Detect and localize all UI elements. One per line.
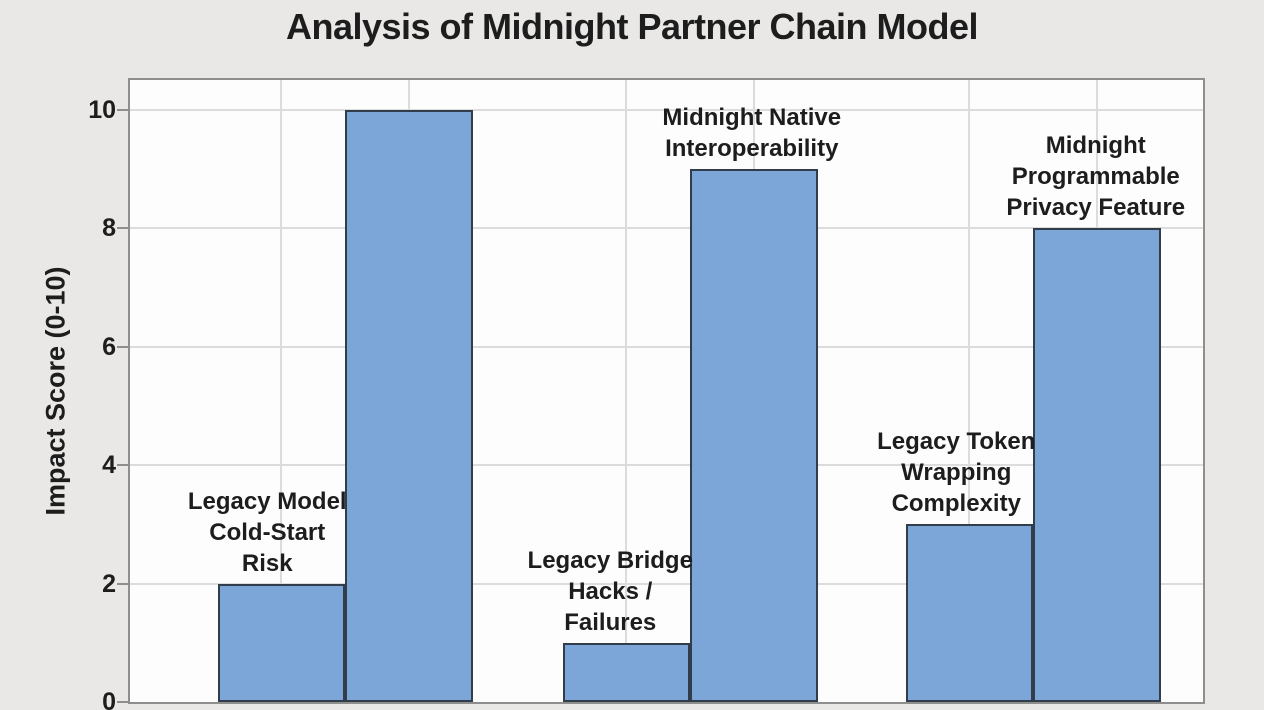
bar-label-line: Legacy Bridge bbox=[527, 546, 693, 574]
y-tick-mark bbox=[117, 227, 130, 230]
bar-label-line: Cold-Start bbox=[209, 518, 326, 546]
y-tick-mark bbox=[117, 345, 130, 348]
y-tick-mark bbox=[117, 582, 130, 585]
y-tick-label: 4 bbox=[102, 451, 116, 480]
bar-label-line: Hacks / bbox=[568, 577, 653, 605]
y-tick-mark bbox=[117, 701, 130, 703]
bar-label-line: Wrapping bbox=[901, 459, 1012, 487]
gridline-vertical bbox=[280, 80, 283, 702]
bar-label-line: Midnight Native bbox=[662, 103, 842, 131]
gridline-vertical bbox=[625, 80, 628, 702]
bar-label-line: Complexity bbox=[891, 490, 1021, 518]
gridline-horizontal bbox=[130, 464, 1203, 467]
gridline-horizontal bbox=[130, 108, 1203, 111]
y-tick-label: 2 bbox=[102, 569, 116, 598]
y-tick-label: 6 bbox=[102, 332, 116, 361]
bar bbox=[1033, 228, 1161, 702]
y-tick-label: 10 bbox=[88, 95, 116, 124]
bar bbox=[690, 168, 818, 702]
bar-label-line: Privacy Feature bbox=[1006, 194, 1186, 222]
chart-title: Analysis of Midnight Partner Chain Model bbox=[285, 6, 979, 47]
bar bbox=[905, 524, 1033, 702]
bar-label: Legacy Bridge Hacks / Failures bbox=[440, 545, 780, 638]
bar bbox=[562, 642, 690, 702]
bar-label-line: Legacy Token bbox=[877, 428, 1036, 456]
bar-label: Legacy Model Cold-Start Risk bbox=[97, 486, 437, 579]
gridline-vertical bbox=[968, 80, 971, 702]
bar-label-line: Failures bbox=[564, 608, 657, 636]
y-tick-label: 8 bbox=[102, 214, 116, 243]
gridline-horizontal bbox=[130, 345, 1203, 348]
bar-label: Midnight Native Interoperability bbox=[582, 102, 922, 164]
y-tick-mark bbox=[117, 464, 130, 467]
bar-label: Midnight Programmable Privacy Feature bbox=[926, 130, 1264, 223]
bar bbox=[217, 583, 345, 702]
bar-label-line: Programmable bbox=[1011, 163, 1180, 191]
bar-label-line: Legacy Model bbox=[187, 487, 347, 515]
bar-label-line: Midnight bbox=[1045, 132, 1146, 160]
y-tick-label: 0 bbox=[102, 688, 116, 710]
bar-label: Legacy Token Wrapping Complexity bbox=[786, 426, 1126, 519]
bar bbox=[345, 109, 473, 702]
gridline-horizontal bbox=[130, 582, 1203, 585]
bar-label-line: Interoperability bbox=[665, 134, 839, 162]
gridline-horizontal bbox=[130, 227, 1203, 230]
y-tick-mark bbox=[117, 108, 130, 111]
bar-label-line: Risk bbox=[241, 549, 293, 577]
plot-area: Legacy Model Cold-Start Risk Legacy Bridge H… bbox=[128, 78, 1205, 704]
